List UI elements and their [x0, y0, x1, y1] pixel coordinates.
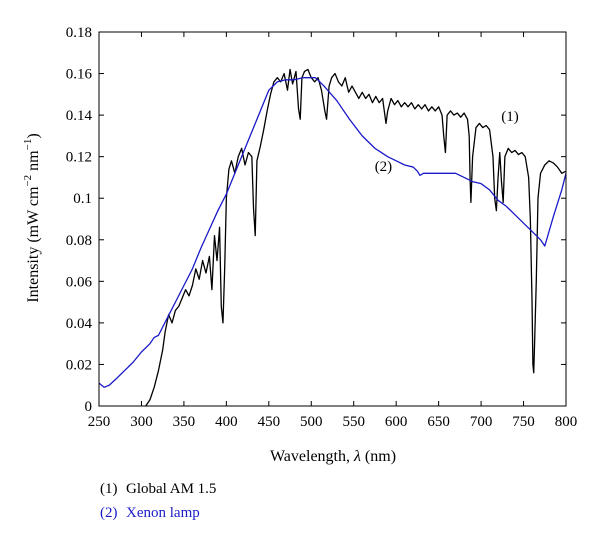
- x-tick-label: 800: [555, 414, 578, 430]
- x-axis-title-unit: (nm): [361, 448, 396, 465]
- y-axis-title: Intensity (mW cm−2 nm−1): [22, 133, 42, 302]
- x-tick-label: 300: [130, 414, 153, 430]
- x-tick-label: 400: [215, 414, 238, 430]
- y-axis-title-exp1: −2: [22, 175, 34, 187]
- y-tick-label: 0.14: [66, 108, 93, 124]
- legend-item-global: (1) Global AM 1.5: [100, 481, 216, 498]
- y-tick-label: 0.02: [66, 357, 92, 373]
- legend-item-xenon: (2) Xenon lamp: [100, 505, 200, 522]
- legend-label: Xenon lamp: [126, 505, 200, 521]
- y-axis-title-exp2: −1: [22, 139, 34, 151]
- x-axis-title-text: Wavelength,: [270, 448, 354, 465]
- series-line-2: [98, 77, 567, 388]
- y-tick-label: 0.12: [66, 150, 92, 166]
- chart-svg: 250 300 350 400 450 500 550 600 650 700 750 800 0 0.0…: [22, 25, 578, 465]
- plot-area: 250 300 350 400 450 500 550 600 650 700 750 800 0 0.0…: [66, 25, 578, 430]
- series-line-1: [145, 68, 567, 407]
- y-tick-label: 0.18: [66, 25, 92, 41]
- x-tick-label: 750: [512, 414, 535, 430]
- plot-frame: [98, 31, 567, 407]
- y-axis-title-end: ): [25, 133, 42, 138]
- y-tick-label: 0.16: [66, 67, 93, 83]
- y-axis-title-mid: nm: [25, 150, 42, 175]
- x-axis-title-symbol: λ: [353, 448, 361, 465]
- y-tick-label: 0: [85, 399, 93, 415]
- x-tick-label: 350: [173, 414, 196, 430]
- y-tick-label: 0.06: [66, 274, 93, 290]
- x-axis-title: Wavelength, λ (nm): [270, 448, 396, 465]
- x-tick-label: 600: [385, 414, 408, 430]
- y-axis-title-text: Intensity (mW cm: [25, 186, 42, 303]
- legend-number: (2): [100, 505, 118, 521]
- x-tick-label: 500: [300, 414, 323, 430]
- legend-label: Global AM 1.5: [126, 481, 217, 497]
- x-tick-label: 250: [88, 414, 111, 430]
- y-tick-label: 0.08: [66, 233, 92, 249]
- x-tick-label: 700: [470, 414, 493, 430]
- series-annotation-1: (1): [501, 109, 519, 125]
- y-tick-label: 0.04: [66, 316, 93, 332]
- legend-number: (1): [100, 481, 118, 497]
- x-tick-label: 550: [342, 414, 365, 430]
- y-tick-label: 0.1: [73, 191, 92, 207]
- series-annotation-2: (2): [375, 159, 393, 175]
- x-tick-label: 650: [427, 414, 450, 430]
- x-tick-label: 450: [258, 414, 281, 430]
